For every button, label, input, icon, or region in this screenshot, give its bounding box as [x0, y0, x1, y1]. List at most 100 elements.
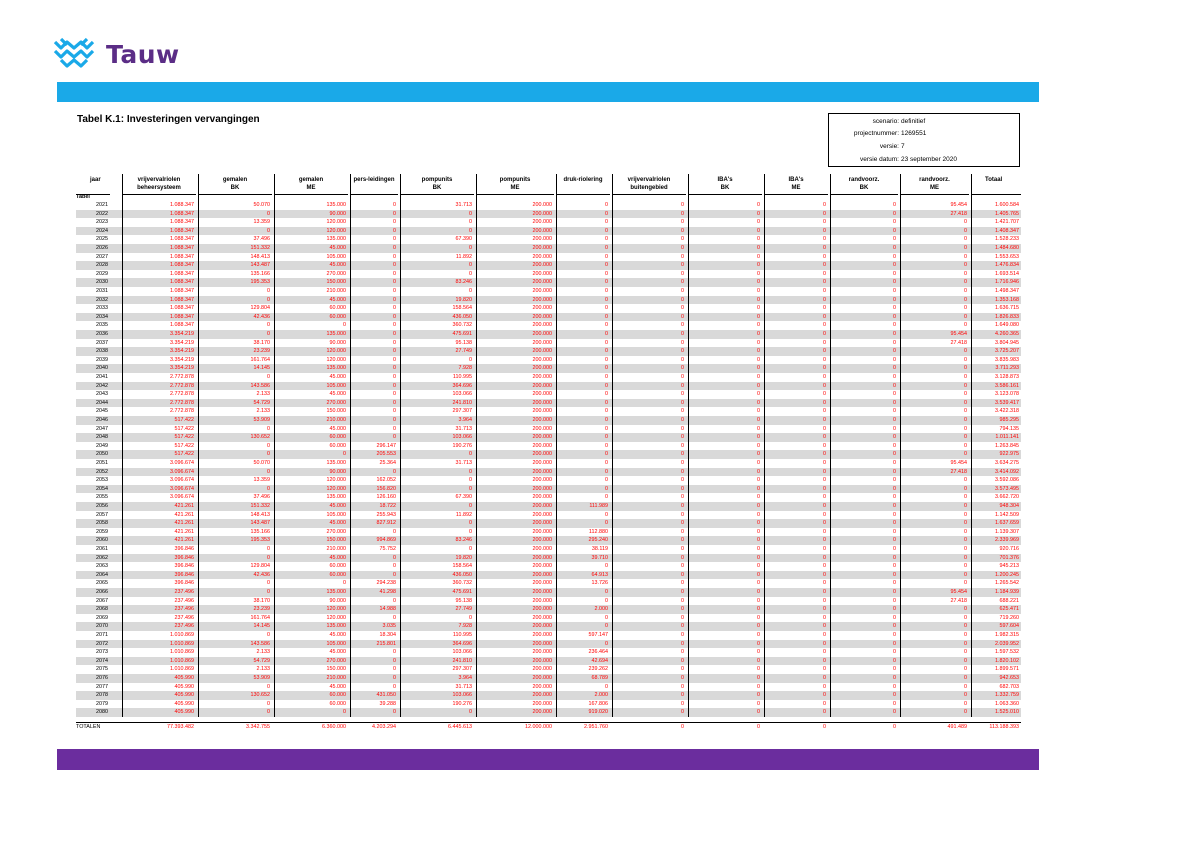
- value-cell: 0: [893, 546, 896, 552]
- year-cell: 2062: [96, 554, 108, 561]
- value-cell: 1.088.347: [170, 262, 194, 269]
- value-cell: 0: [823, 227, 826, 234]
- value-cell: 0: [964, 537, 967, 544]
- value-cell: 103.066: [452, 391, 473, 398]
- tauw-logo-mark-icon: [53, 37, 95, 68]
- value-cell: 31.713: [455, 683, 473, 690]
- value-cell: 0: [964, 494, 967, 501]
- value-cell: 0: [605, 365, 608, 372]
- value-cell: 0: [964, 417, 967, 423]
- value-cell: 0: [605, 589, 608, 595]
- row-total-cell: 1.525.010: [995, 709, 1019, 716]
- value-cell: 45.000: [329, 262, 347, 269]
- value-cell: 3.096.674: [170, 494, 194, 501]
- value-cell: 0: [893, 503, 896, 509]
- value-cell: 162.052: [376, 477, 397, 484]
- value-cell: 75.752: [379, 546, 397, 552]
- value-cell: 0: [823, 477, 826, 484]
- value-cell: 27.418: [950, 339, 968, 346]
- value-cell: 1.088.347: [170, 236, 194, 243]
- row-total-cell: 3.573.495: [995, 485, 1019, 492]
- value-cell: 0: [267, 425, 270, 432]
- value-cell: 18.304: [379, 632, 397, 638]
- value-cell: 0: [823, 675, 826, 681]
- value-cell: 25.364: [379, 460, 397, 466]
- value-cell: 126.160: [376, 494, 397, 501]
- value-cell: 0: [681, 503, 684, 509]
- table-row: 2043 2.772.878 2.133 45.000 0 103.066 200.000 0…: [76, 390, 1021, 399]
- table-row: 2041 2.772.878 0 45.000 0 110.995 200.000 0 0 0 0 0…: [76, 373, 1021, 382]
- value-cell: 0: [893, 322, 896, 329]
- value-cell: 0: [605, 614, 608, 621]
- value-cell: 295.240: [588, 537, 609, 544]
- value-cell: 475.691: [452, 589, 473, 595]
- value-cell: 200.000: [532, 632, 553, 638]
- value-cell: 0: [893, 692, 896, 699]
- year-cell: 2049: [96, 442, 108, 449]
- value-cell: 0: [605, 511, 608, 518]
- value-cell: 0: [681, 537, 684, 544]
- value-cell: 105.000: [326, 640, 347, 647]
- value-cell: 120.000: [326, 227, 347, 234]
- meta-label: scenario:: [872, 118, 899, 125]
- value-cell: 0: [681, 606, 684, 613]
- year-cell: 2046: [96, 417, 108, 423]
- meta-scenario: scenario: definitief: [829, 117, 1021, 127]
- value-cell: 0: [823, 511, 826, 518]
- value-cell: 436.050: [452, 313, 473, 320]
- value-cell: 0: [469, 210, 472, 217]
- value-cell: 135.000: [326, 236, 347, 243]
- value-cell: 0: [393, 563, 396, 570]
- table-row: 2031 1.088.347 0 210.000 0 0 200.000 0 0 0 0 0 0 1.49…: [76, 287, 1021, 296]
- value-cell: 1.088.347: [170, 313, 194, 320]
- value-cell: 0: [757, 632, 760, 638]
- value-cell: 405.990: [174, 700, 195, 707]
- value-cell: 60.000: [329, 313, 347, 320]
- table-row: 2051 3.096.674 50.070 135.000 25.364 31.713 20…: [76, 459, 1021, 468]
- value-cell: 0: [823, 528, 826, 535]
- row-total-cell: 1.693.514: [995, 270, 1019, 277]
- value-cell: 237.496: [174, 597, 195, 604]
- value-cell: 150.000: [326, 666, 347, 673]
- row-total-cell: 1.597.532: [995, 649, 1019, 656]
- value-cell: 0: [469, 503, 472, 509]
- value-cell: 0: [893, 253, 896, 260]
- value-cell: 45.000: [329, 296, 347, 303]
- value-cell: 0: [964, 477, 967, 484]
- value-cell: 0: [893, 554, 896, 561]
- value-cell: 45.000: [329, 245, 347, 251]
- value-cell: 0: [823, 632, 826, 638]
- value-cell: 0: [393, 434, 396, 441]
- year-cell: 2052: [96, 468, 108, 475]
- value-cell: 0: [681, 219, 684, 226]
- table-row: 2054 3.096.674 0 120.000 156.820 0 200.000 0 0 0 0…: [76, 484, 1021, 494]
- column-header-line1: gemalen: [298, 177, 324, 183]
- value-cell: 0: [393, 356, 396, 363]
- meta-box: scenario: definitief projectnummer: 1269…: [828, 113, 1020, 167]
- column-header: gemalen ME: [274, 174, 348, 195]
- value-cell: 200.000: [532, 202, 553, 208]
- value-cell: 60.000: [329, 571, 347, 578]
- year-cell: 2069: [96, 614, 108, 621]
- year-cell: 2057: [96, 511, 108, 518]
- value-cell: 45.000: [329, 425, 347, 432]
- value-cell: 190.276: [452, 442, 473, 449]
- value-cell: 0: [757, 666, 760, 673]
- year-cell: 2021: [96, 202, 108, 208]
- value-cell: 0: [605, 288, 608, 294]
- value-cell: 11.892: [455, 253, 472, 260]
- value-cell: 0: [469, 528, 472, 535]
- value-cell: 0: [605, 683, 608, 690]
- table-row: 2032 1.088.347 0 45.000 0 19.820 200.000 0 0 0 0 0 0…: [76, 295, 1021, 305]
- value-cell: 0: [681, 262, 684, 269]
- value-cell: 23.239: [253, 606, 271, 613]
- value-cell: 0: [964, 305, 967, 312]
- value-cell: 210.000: [326, 417, 347, 423]
- value-cell: 0: [964, 657, 967, 664]
- value-cell: 0: [823, 322, 826, 329]
- value-cell: 38.170: [253, 597, 271, 604]
- value-cell: 0: [893, 700, 896, 707]
- value-cell: 0: [964, 546, 967, 552]
- value-cell: 0: [964, 580, 967, 587]
- value-cell: 200.000: [532, 640, 553, 647]
